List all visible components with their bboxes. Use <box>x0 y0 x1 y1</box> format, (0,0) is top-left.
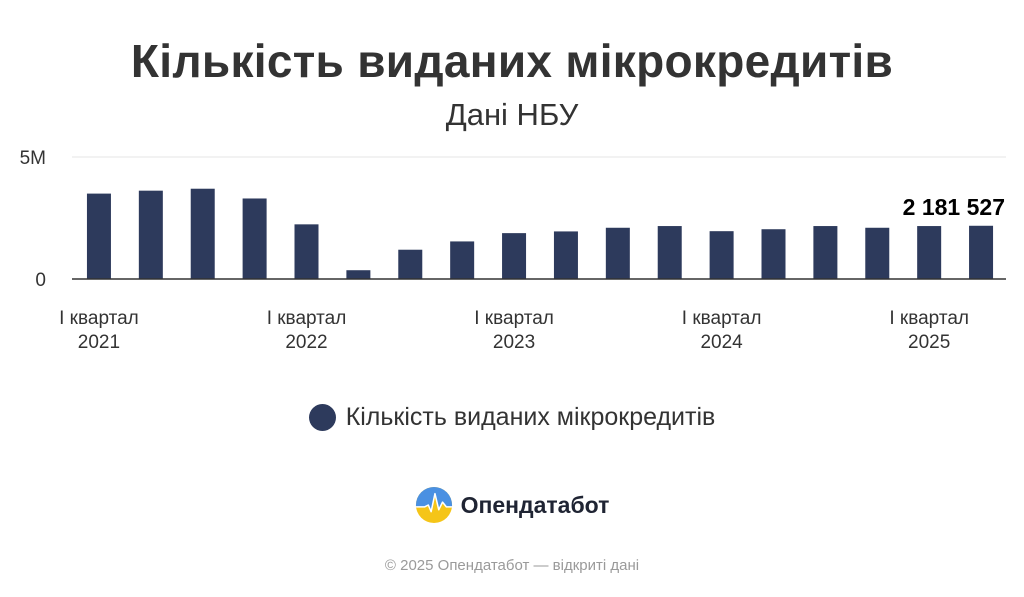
bar <box>917 226 942 279</box>
bar <box>605 227 630 279</box>
bar <box>657 226 682 279</box>
x-tick-label: I квартал <box>682 308 762 329</box>
bar <box>553 231 578 279</box>
y-tick-label: 5M <box>20 148 46 169</box>
y-tick-label: 0 <box>35 270 46 291</box>
bar <box>709 231 734 279</box>
bar <box>346 270 371 279</box>
opendatabot-logo-icon <box>415 486 452 524</box>
bar <box>138 190 163 279</box>
x-tick-label: I квартал <box>59 308 139 329</box>
legend-label: Кількість виданих мікрокредитів <box>345 403 716 431</box>
bar-chart: 0 5M I квартал 2021 I квартал 2022 I квартал 20… <box>20 148 1006 353</box>
x-tick-label: I квартал <box>889 308 969 329</box>
bar <box>450 241 475 279</box>
bar <box>761 229 786 279</box>
bar <box>502 233 527 279</box>
bar <box>865 227 890 279</box>
brand: Опендатабот <box>0 486 1024 524</box>
bar <box>294 224 319 279</box>
chart-subtitle: Дані НБУ <box>445 97 579 132</box>
bar <box>242 198 267 279</box>
x-tick-label-year: 2023 <box>493 332 535 353</box>
bar <box>86 193 111 279</box>
x-tick-label: I квартал <box>474 308 554 329</box>
x-tick-label-year: 2021 <box>78 332 120 353</box>
legend-marker <box>308 404 336 431</box>
footer-copyright: © 2025 Опендатабот — відкриті дані <box>384 557 640 574</box>
bar <box>969 225 994 279</box>
x-tick-label-year: 2022 <box>285 332 327 353</box>
chart-title: Кількість виданих мікрокредитів <box>130 35 894 87</box>
brand-name: Опендатабот <box>460 491 610 518</box>
bar <box>190 188 215 279</box>
legend[interactable]: Кількість виданих мікрокредитів <box>0 403 1024 432</box>
x-tick-label-year: 2024 <box>700 332 743 353</box>
bar <box>813 226 838 279</box>
x-tick-label-year: 2025 <box>908 332 950 353</box>
x-tick-label: I квартал <box>267 308 347 329</box>
bar <box>398 249 423 279</box>
data-label: 2 181 527 <box>903 194 1005 220</box>
